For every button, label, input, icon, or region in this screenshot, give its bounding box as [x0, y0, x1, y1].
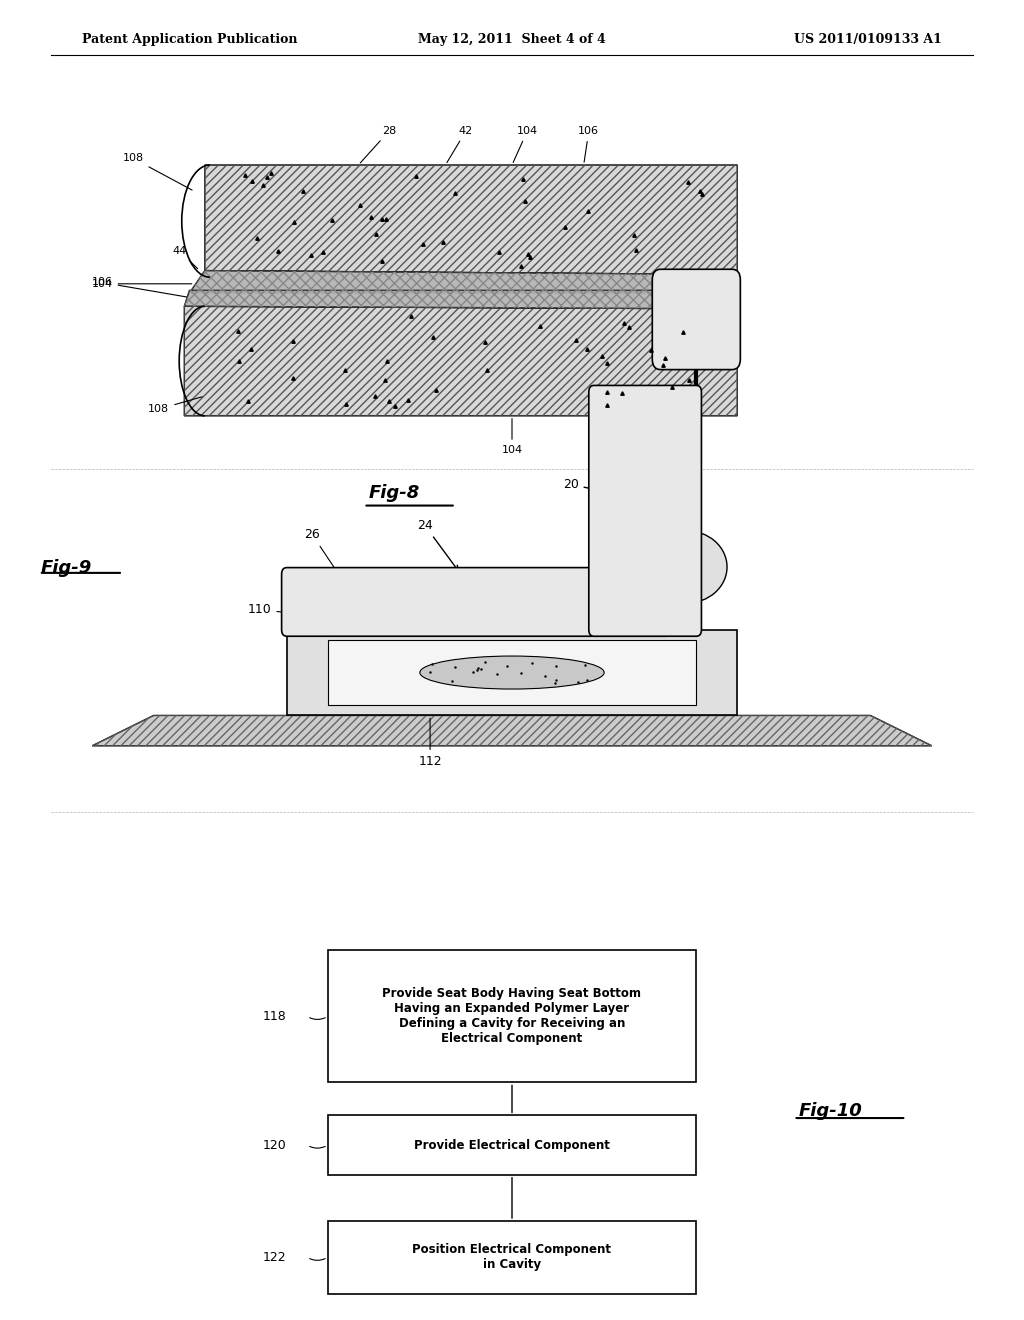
- Text: 44: 44: [172, 246, 198, 269]
- Bar: [328, 950, 696, 1082]
- Polygon shape: [92, 715, 932, 746]
- Text: Provide Seat Body Having Seat Bottom
Having an Expanded Polymer Layer
Defining a: Provide Seat Body Having Seat Bottom Hav…: [383, 987, 641, 1045]
- FancyBboxPatch shape: [652, 269, 740, 370]
- Text: 42: 42: [446, 125, 473, 162]
- Text: Fig-10: Fig-10: [799, 1102, 862, 1121]
- Text: May 12, 2011  Sheet 4 of 4: May 12, 2011 Sheet 4 of 4: [418, 33, 606, 46]
- Text: Position Electrical Component
in Cavity: Position Electrical Component in Cavity: [413, 1243, 611, 1271]
- Text: Fig-9: Fig-9: [41, 558, 92, 577]
- Bar: [328, 1115, 696, 1175]
- Text: 108: 108: [148, 397, 202, 414]
- Bar: [328, 640, 696, 705]
- Text: 26: 26: [304, 528, 341, 578]
- Text: Patent Application Publication: Patent Application Publication: [82, 33, 297, 46]
- Text: 24: 24: [417, 519, 458, 570]
- Text: 122: 122: [263, 1251, 287, 1263]
- Text: 118: 118: [263, 1010, 287, 1023]
- Bar: [328, 1221, 696, 1294]
- Text: 112: 112: [418, 718, 442, 768]
- Text: 120: 120: [263, 1139, 287, 1151]
- Polygon shape: [287, 630, 737, 715]
- FancyBboxPatch shape: [282, 568, 671, 636]
- Polygon shape: [184, 306, 737, 416]
- Text: US 2011/0109133 A1: US 2011/0109133 A1: [795, 33, 942, 46]
- FancyBboxPatch shape: [589, 385, 701, 636]
- Polygon shape: [205, 165, 737, 275]
- Text: 28: 28: [360, 125, 396, 162]
- Text: 110: 110: [248, 603, 325, 616]
- Ellipse shape: [420, 656, 604, 689]
- Polygon shape: [184, 290, 737, 309]
- Text: 104: 104: [91, 279, 191, 289]
- Text: 20: 20: [562, 478, 631, 498]
- Text: 104: 104: [502, 418, 522, 455]
- Text: 106: 106: [579, 125, 599, 162]
- Ellipse shape: [645, 531, 727, 603]
- Text: 106: 106: [91, 277, 191, 298]
- Text: 108: 108: [123, 153, 193, 190]
- Text: 104: 104: [513, 125, 538, 162]
- Text: Fig-8: Fig-8: [369, 484, 420, 503]
- Text: Provide Electrical Component: Provide Electrical Component: [414, 1139, 610, 1151]
- Polygon shape: [189, 271, 737, 293]
